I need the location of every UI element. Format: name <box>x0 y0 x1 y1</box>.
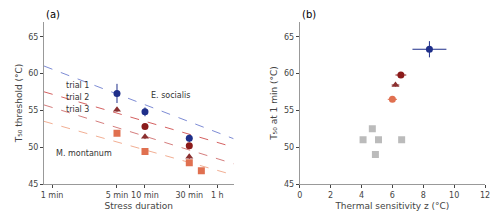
svg-text:2: 2 <box>328 191 333 200</box>
svg-text:1 h: 1 h <box>211 191 224 200</box>
svg-text:trial 2: trial 2 <box>66 93 89 102</box>
svg-text:Thermal sensitivity z (°C): Thermal sensitivity z (°C) <box>334 201 449 211</box>
svg-text:E. socialis: E. socialis <box>151 91 190 100</box>
svg-text:65: 65 <box>28 33 38 42</box>
svg-text:55: 55 <box>28 106 38 115</box>
svg-text:(b): (b) <box>302 9 316 20</box>
svg-text:T₅₀ at 1 min (°C): T₅₀ at 1 min (°C) <box>269 66 279 141</box>
svg-text:trial 3: trial 3 <box>66 105 89 114</box>
svg-text:60: 60 <box>284 69 294 78</box>
svg-text:4: 4 <box>359 191 364 200</box>
svg-text:45: 45 <box>28 180 38 189</box>
svg-text:10 min: 10 min <box>131 191 159 200</box>
svg-text:65: 65 <box>284 33 294 42</box>
svg-text:50: 50 <box>284 143 294 152</box>
svg-text:50: 50 <box>28 143 38 152</box>
svg-text:5 min: 5 min <box>106 191 129 200</box>
svg-text:trial 1: trial 1 <box>66 81 89 90</box>
svg-text:0: 0 <box>297 191 302 200</box>
svg-text:6: 6 <box>390 191 395 200</box>
svg-text:8: 8 <box>421 191 426 200</box>
svg-text:60: 60 <box>28 69 38 78</box>
svg-text:T₅₀ threshold (°C): T₅₀ threshold (°C) <box>14 64 24 144</box>
svg-text:Stress duration: Stress duration <box>105 201 173 211</box>
svg-text:30 min: 30 min <box>175 191 203 200</box>
svg-text:1 min: 1 min <box>41 191 64 200</box>
svg-text:12: 12 <box>480 191 490 200</box>
svg-text:55: 55 <box>284 106 294 115</box>
svg-text:(a): (a) <box>46 9 60 20</box>
svg-text:10: 10 <box>449 191 459 200</box>
svg-text:M. montanum: M. montanum <box>56 149 112 158</box>
svg-text:45: 45 <box>284 180 294 189</box>
